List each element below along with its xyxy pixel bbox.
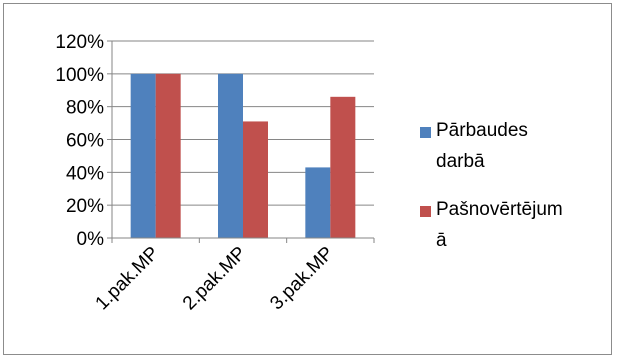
legend-swatch	[420, 127, 431, 138]
legend: Pārbaudes darbā Pašnovērtējum ā	[420, 120, 563, 251]
y-tick-label: 40%	[66, 163, 104, 184]
x-tick-label: 3.pak.MP	[266, 243, 338, 315]
y-axis-ticks: 0% 20% 40% 60% 80% 100% 120%	[55, 32, 112, 250]
bar	[218, 73, 243, 238]
y-tick-label: 20%	[66, 196, 104, 217]
x-axis-ticks: 1.pak.MP 2.pak.MP 3.pak.MP	[92, 238, 375, 315]
y-tick-label: 60%	[66, 131, 104, 152]
legend-label: darbā	[436, 151, 485, 172]
y-tick-label: 100%	[55, 65, 104, 86]
y-tick-label: 0%	[77, 229, 105, 250]
bar	[330, 96, 356, 238]
bar	[155, 73, 181, 238]
y-tick-label: 80%	[66, 98, 104, 119]
legend-label: ā	[436, 230, 447, 251]
bar	[243, 121, 268, 238]
bar	[130, 73, 156, 238]
y-tick-label: 120%	[55, 32, 104, 53]
legend-swatch	[420, 206, 431, 217]
legend-label: Pašnovērtējum	[436, 199, 563, 220]
legend-label: Pārbaudes	[436, 120, 528, 141]
axes	[111, 41, 374, 239]
x-tick-label: 1.pak.MP	[92, 243, 164, 315]
bars	[130, 73, 356, 238]
x-tick-label: 2.pak.MP	[179, 243, 251, 315]
bar	[305, 167, 331, 238]
